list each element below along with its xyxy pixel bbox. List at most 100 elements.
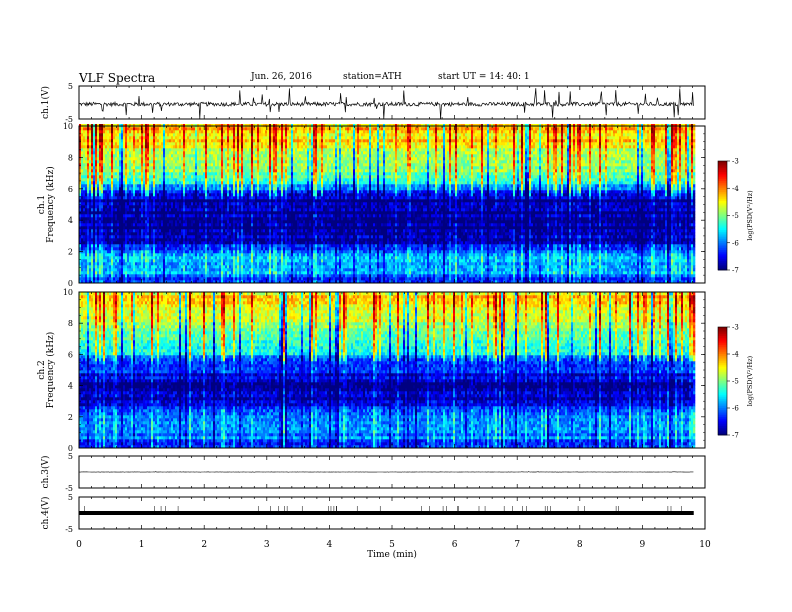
spec1-cell xyxy=(205,271,208,275)
spec1-cell xyxy=(155,277,158,281)
spec1-cell xyxy=(173,229,176,233)
spec1-cell xyxy=(117,202,120,206)
spec1-cell xyxy=(261,145,264,149)
spec1-cell xyxy=(177,223,180,227)
spec1-cell xyxy=(229,196,232,200)
spec1-cell xyxy=(215,262,218,266)
spec1-cell xyxy=(189,232,192,236)
spec1-cell xyxy=(209,232,212,236)
spec1-cell xyxy=(125,250,128,254)
spec1-cell xyxy=(235,268,238,272)
spec1-cell xyxy=(183,265,186,269)
spec1-cell xyxy=(139,232,142,236)
spec1-cell xyxy=(163,262,166,266)
spec1-cell xyxy=(161,271,164,275)
spec1-cell xyxy=(239,199,242,203)
spec1-cell xyxy=(211,202,214,206)
spec1-cell xyxy=(145,142,148,146)
spec1-cell xyxy=(171,145,174,149)
spec1-cell xyxy=(95,241,98,245)
spec1-cell xyxy=(197,172,200,176)
spec1-cell xyxy=(197,154,200,158)
spec1-cell xyxy=(237,199,240,203)
spec1-cell xyxy=(197,160,200,164)
spec1-cell xyxy=(255,202,258,206)
spec1-cell xyxy=(135,151,138,155)
spec1-cell xyxy=(137,199,140,203)
spec1-cell xyxy=(91,166,94,170)
spec1-cell xyxy=(249,223,252,227)
spec1-cell xyxy=(245,262,248,266)
spec1-cell xyxy=(81,199,84,203)
spec1-cell xyxy=(197,214,200,218)
spec1-cell xyxy=(81,229,84,233)
spec1-cell xyxy=(139,202,142,206)
spec1-cell xyxy=(199,190,202,194)
spec1-cell xyxy=(175,229,178,233)
spec1-cell xyxy=(137,196,140,200)
spec1-cell xyxy=(141,127,144,131)
spec1-cell xyxy=(195,223,198,227)
spec1-cell xyxy=(249,184,252,188)
spec1-cell xyxy=(125,181,128,185)
spec1-cell xyxy=(157,232,160,236)
spec1-cell xyxy=(153,265,156,269)
spec1-cell xyxy=(211,244,214,248)
spec1-cell xyxy=(215,223,218,227)
spec1-cell xyxy=(157,181,160,185)
spec1-cell xyxy=(93,160,96,164)
spec1-cell xyxy=(199,181,202,185)
spec1-cell xyxy=(235,256,238,260)
spec1-cell xyxy=(133,259,136,263)
spec1-cell xyxy=(113,154,116,158)
spec1-cell xyxy=(115,268,118,272)
spec1-cell xyxy=(181,127,184,131)
spec1-cell xyxy=(253,223,256,227)
spec1-cell xyxy=(83,172,86,176)
spec1-cell xyxy=(149,250,152,254)
spec1-cell xyxy=(213,148,216,152)
spec1-cell xyxy=(115,145,118,149)
spec1-cell xyxy=(197,241,200,245)
spec1-cell xyxy=(107,229,110,233)
spec1-cell xyxy=(91,178,94,182)
spec1-cell xyxy=(155,232,158,236)
spec1-cell xyxy=(215,157,218,161)
spec1-cell xyxy=(173,187,176,191)
spec1-cell xyxy=(179,280,182,284)
spec1-cell xyxy=(221,232,224,236)
spec1-cell xyxy=(81,247,84,251)
spec1-cell xyxy=(259,220,262,224)
spec1-cell xyxy=(123,181,126,185)
spec1-cell xyxy=(231,133,234,137)
spec1-cell xyxy=(257,247,260,251)
spec1-cell xyxy=(155,187,158,191)
spec1-cell xyxy=(183,253,186,257)
spec1-cell xyxy=(175,202,178,206)
spec1-cell xyxy=(121,151,124,155)
spec1-cell xyxy=(153,271,156,275)
spec1-cell xyxy=(159,250,162,254)
spec1-cell xyxy=(165,214,168,218)
spec1-cell xyxy=(135,145,138,149)
spec1-cell xyxy=(229,220,232,224)
spec1-cell xyxy=(221,148,224,152)
spec1-cell xyxy=(93,256,96,260)
spec1-cell xyxy=(143,202,146,206)
spec1-cell xyxy=(89,211,92,215)
spec1-cell xyxy=(203,241,206,245)
spec1-cell xyxy=(111,202,114,206)
spec1-cell xyxy=(207,271,210,275)
spec1-cell xyxy=(135,247,138,251)
spec1-cell xyxy=(157,262,160,266)
spec1-cell xyxy=(259,154,262,158)
spec1-cell xyxy=(163,214,166,218)
spec1-cell xyxy=(139,274,142,278)
spec1-cell xyxy=(171,208,174,212)
spec1-cell xyxy=(151,127,154,131)
spec1-cell xyxy=(231,175,234,179)
spec1-cell xyxy=(103,187,106,191)
spec1-cell xyxy=(113,127,116,131)
spec1-cell xyxy=(131,256,134,260)
spec1-cell xyxy=(187,133,190,137)
